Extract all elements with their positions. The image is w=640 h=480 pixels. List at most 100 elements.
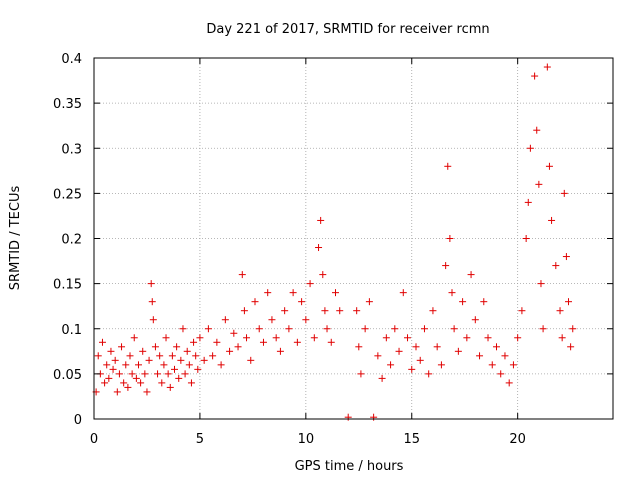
data-point-marker — [101, 379, 109, 387]
data-point-marker — [226, 347, 234, 355]
data-point-marker — [111, 356, 119, 364]
chart-title: Day 221 of 2017, SRMTID for receiver rcm… — [206, 22, 489, 37]
data-point-marker — [204, 325, 212, 333]
data-point-marker — [548, 216, 556, 224]
data-point-marker — [122, 361, 130, 369]
data-point-marker — [408, 365, 416, 373]
data-point-marker — [556, 307, 564, 315]
data-point-marker — [524, 198, 532, 206]
data-point-marker — [518, 307, 526, 315]
data-point-marker — [565, 298, 573, 306]
data-point-marker — [105, 374, 113, 382]
data-point-marker — [446, 235, 454, 242]
data-point-marker — [533, 126, 541, 134]
data-point-marker — [412, 343, 420, 351]
data-point-marker — [255, 325, 263, 333]
data-point-marker — [221, 316, 229, 324]
data-point-marker — [357, 370, 365, 378]
data-point-marker — [126, 352, 134, 360]
data-point-marker — [134, 361, 142, 369]
data-point-marker — [128, 370, 136, 378]
data-point-marker — [437, 361, 445, 369]
axes-frame — [93, 57, 614, 420]
x-tick-label: 10 — [298, 432, 315, 447]
data-point-marker — [170, 365, 178, 373]
data-point-marker — [323, 325, 331, 333]
data-point-marker — [429, 307, 437, 315]
data-point-marker — [164, 370, 172, 378]
data-point-marker — [539, 325, 547, 333]
y-tick-label: 0.05 — [53, 368, 82, 383]
data-point-marker — [190, 338, 198, 346]
data-point-marker — [196, 334, 204, 342]
data-point-marker — [148, 298, 156, 306]
data-point-marker — [162, 334, 170, 342]
data-point-marker — [317, 216, 325, 224]
data-point-marker — [331, 289, 339, 297]
y-tick-label: 0.35 — [53, 97, 82, 112]
data-point-marker — [183, 347, 191, 355]
data-point-marker — [425, 370, 433, 378]
data-points — [92, 63, 577, 421]
data-point-marker — [94, 352, 102, 360]
data-point-marker — [560, 189, 568, 197]
data-point-marker — [545, 162, 553, 170]
data-point-marker — [276, 347, 284, 355]
x-tick-label: 5 — [196, 432, 204, 447]
data-point-marker — [194, 365, 202, 373]
x-tick-label: 0 — [90, 432, 98, 447]
data-point-marker — [327, 338, 335, 346]
data-point-marker — [444, 162, 452, 170]
data-point-marker — [247, 356, 255, 364]
data-point-marker — [209, 352, 217, 360]
tick-labels: 0 5 10 15 20 0 0.05 0.1 0.15 0.2 0.25 0.3 0.35 0.4 — [53, 52, 526, 447]
data-point-marker — [552, 262, 560, 270]
data-point-marker — [145, 356, 153, 364]
data-point-marker — [537, 280, 545, 288]
data-point-marker — [160, 361, 168, 369]
data-point-marker — [509, 361, 517, 369]
x-tick-label: 20 — [509, 432, 526, 447]
data-point-marker — [558, 334, 566, 342]
data-point-marker — [118, 343, 126, 351]
data-point-marker — [522, 235, 530, 242]
data-point-marker — [120, 379, 128, 387]
data-point-marker — [399, 289, 407, 297]
y-axis-label: SRMTID / TECUs — [8, 186, 23, 291]
data-point-marker — [103, 361, 111, 369]
data-point-marker — [175, 374, 183, 382]
data-point-marker — [365, 298, 373, 306]
data-point-marker — [450, 325, 458, 333]
data-point-marker — [355, 343, 363, 351]
data-point-marker — [306, 280, 314, 288]
data-point-marker — [109, 365, 117, 373]
data-point-marker — [420, 325, 428, 333]
data-point-marker — [166, 383, 174, 391]
y-tick-label: 0.3 — [61, 142, 82, 157]
data-point-marker — [442, 262, 450, 270]
data-point-marker — [484, 334, 492, 342]
data-point-marker — [298, 298, 306, 306]
data-point-marker — [505, 379, 513, 387]
data-point-marker — [240, 307, 248, 315]
data-point-marker — [113, 388, 121, 396]
data-point-marker — [391, 325, 399, 333]
data-point-marker — [454, 347, 462, 355]
data-point-marker — [173, 343, 181, 351]
data-point-marker — [321, 307, 329, 315]
x-tick-label: 15 — [403, 432, 420, 447]
data-point-marker — [370, 413, 378, 421]
data-point-marker — [217, 361, 225, 369]
y-tick-label: 0.25 — [53, 187, 82, 202]
data-point-marker — [302, 316, 310, 324]
data-point-marker — [336, 307, 344, 315]
data-point-marker — [497, 370, 505, 378]
data-point-marker — [213, 338, 221, 346]
data-point-marker — [476, 352, 484, 360]
data-point-marker — [185, 361, 193, 369]
data-point-marker — [200, 356, 208, 364]
data-point-marker — [382, 334, 390, 342]
data-point-marker — [272, 334, 280, 342]
